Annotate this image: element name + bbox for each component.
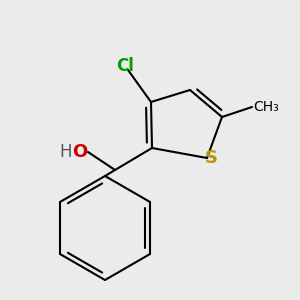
- Text: CH₃: CH₃: [253, 100, 279, 114]
- Text: S: S: [205, 149, 218, 167]
- Text: H: H: [60, 143, 72, 161]
- Text: O: O: [72, 143, 88, 161]
- Text: Cl: Cl: [116, 57, 134, 75]
